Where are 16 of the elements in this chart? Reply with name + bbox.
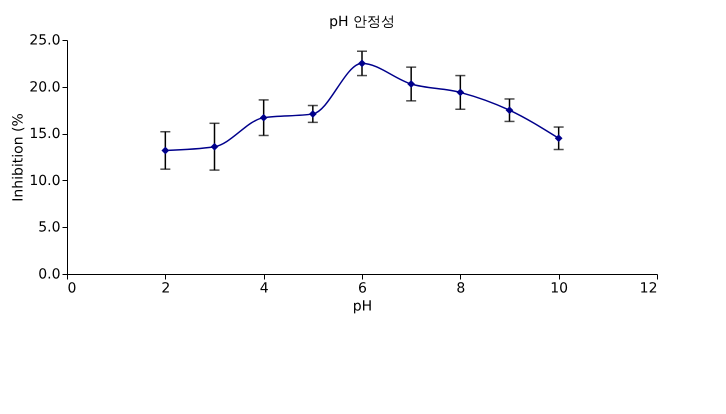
y-tick-label: 5.0 [38,220,60,236]
x-tick-label: 6 [358,280,368,296]
x-tick-label: 10 [550,280,568,296]
x-tick-label: 12 [640,280,658,296]
x-tick-label: 4 [260,280,269,296]
x-axis-title: pH [352,298,372,314]
y-tick-label: 25.0 [29,32,60,48]
y-tick-label: 15.0 [29,126,60,142]
y-tick-label: 10.0 [29,172,60,189]
y-tick-label: 20.0 [29,79,60,96]
y-tick-label: 0.0 [38,266,60,282]
chart-title: pH 안정성 [329,14,395,30]
x-tick-label: 2 [161,280,170,296]
x-tick-label: 8 [456,280,466,296]
x-tick-label: 0 [68,280,76,296]
y-axis-title: Inhibition (% [10,113,26,202]
